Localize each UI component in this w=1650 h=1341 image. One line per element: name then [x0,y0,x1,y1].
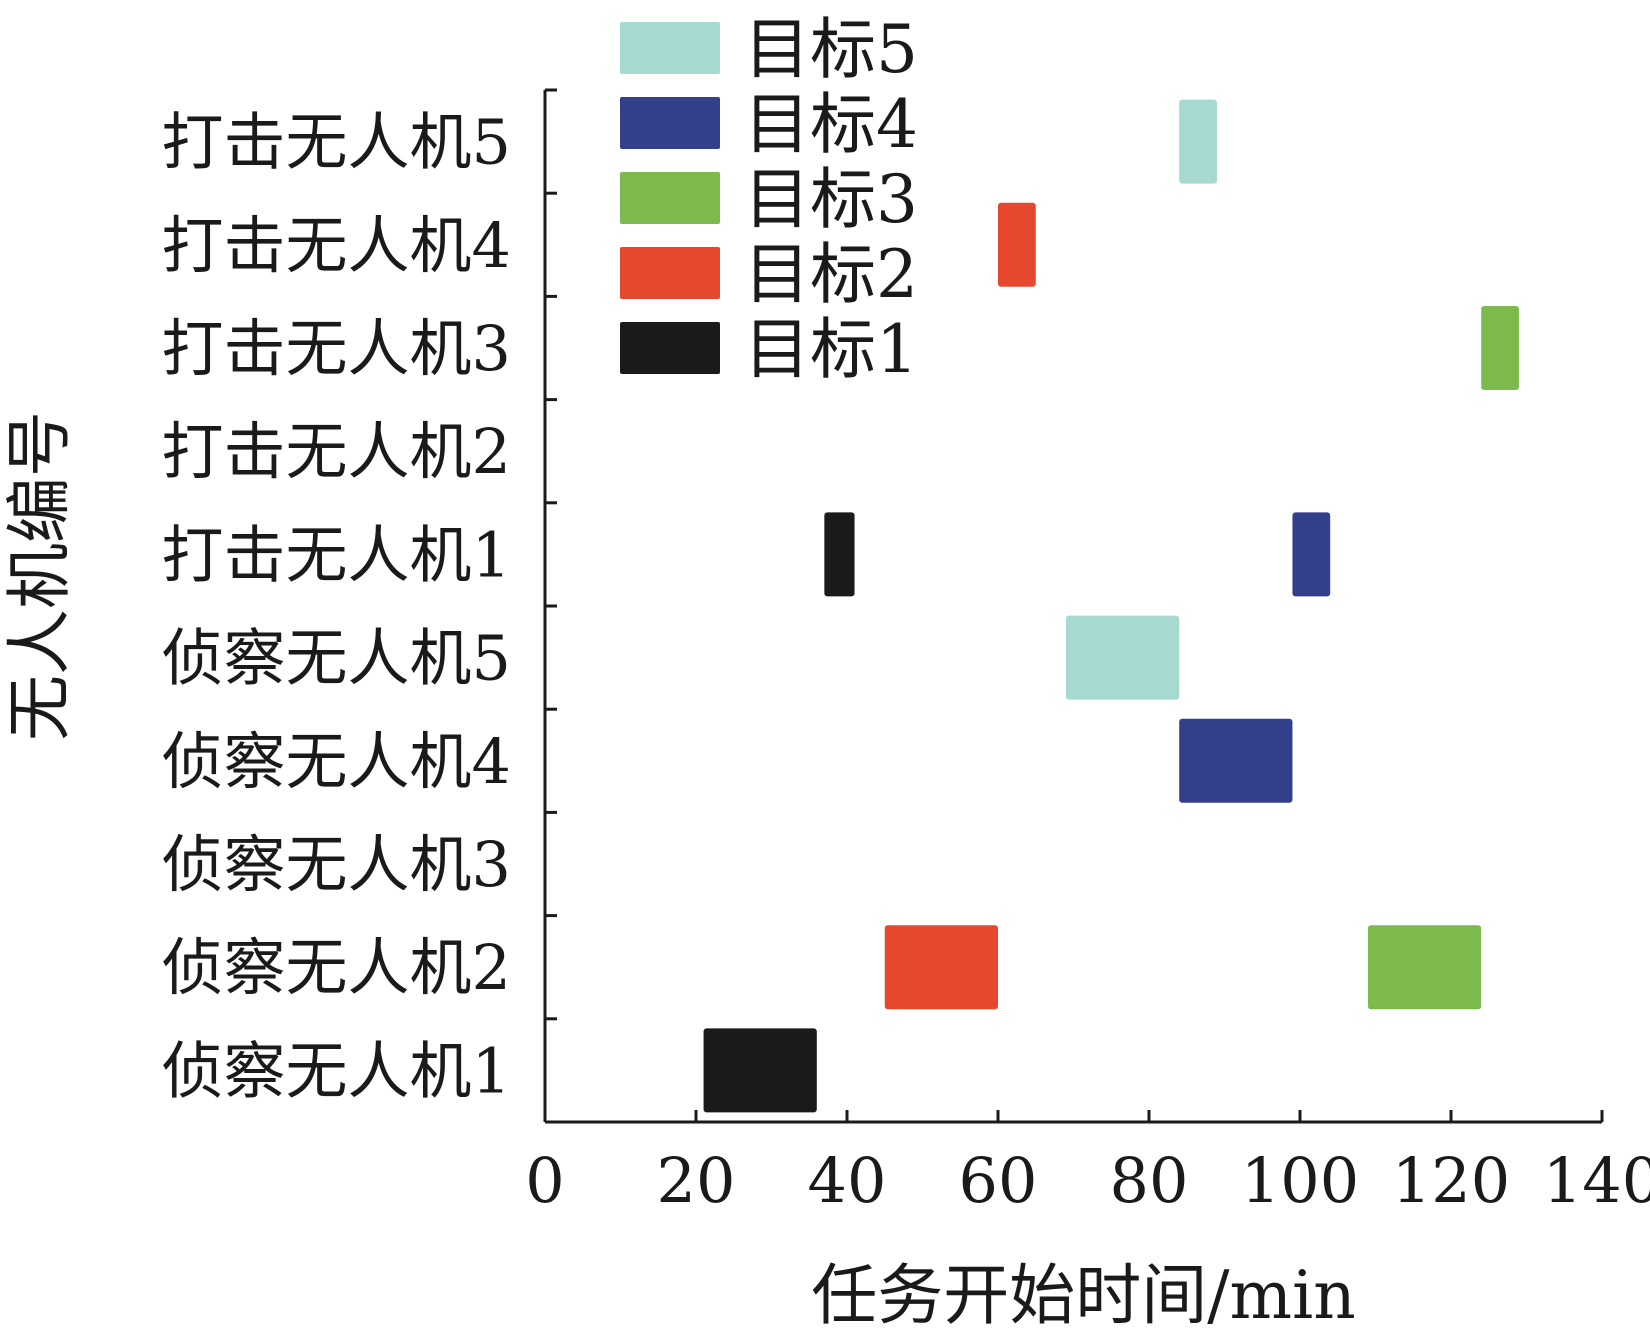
x-tick-label: 140 [1543,1144,1650,1217]
task-bar [1481,306,1519,390]
legend-label: 目标4 [744,86,918,163]
y-category-label: 侦察无人机2 [162,931,511,1004]
x-tick-label: 100 [1241,1144,1359,1217]
task-bar [1179,718,1293,803]
task-bar [998,202,1036,287]
y-category-label: 打击无人机3 [162,312,511,385]
legend-swatch [620,97,720,149]
y-axis-ticks [545,88,557,1124]
x-tick-label: 60 [959,1144,1038,1217]
legend-swatch [620,322,720,374]
y-axis-category-labels: 侦察无人机1 侦察无人机2 侦察无人机3 侦察无人机4 侦察无人机5 打击无人机1 打击无人… [162,106,511,1108]
plot-area [703,99,1519,1113]
y-category-label: 侦察无人机4 [162,725,511,798]
x-axis-title: 任务开始时间/min [811,1257,1355,1334]
task-bar [1179,99,1217,184]
x-tick-label: 0 [525,1144,564,1217]
task-bar [884,925,998,1010]
y-category-label: 打击无人机5 [162,106,511,179]
legend-label: 目标5 [744,11,918,88]
x-axis-tick-labels: 0 20 40 60 80 100 120 140 [525,1144,1650,1217]
task-bar [1292,512,1331,597]
legend-swatch [620,22,720,74]
task-bar [703,1028,817,1113]
legend-label: 目标1 [744,311,918,388]
y-category-label: 侦察无人机3 [162,828,511,901]
y-category-label: 侦察无人机5 [162,622,511,695]
y-category-label: 打击无人机2 [162,415,511,488]
x-axis-ticks [543,1110,1604,1122]
y-axis-title: 无人机编号 [1,411,78,741]
task-bar [1367,925,1482,1010]
legend-label: 目标2 [744,236,918,313]
y-category-label: 打击无人机4 [162,209,511,282]
y-category-label: 打击无人机1 [162,518,511,591]
x-tick-label: 40 [808,1144,887,1217]
x-tick-label: 80 [1110,1144,1189,1217]
legend-swatch [620,247,720,299]
legend-swatch [620,172,720,224]
x-tick-label: 20 [657,1144,736,1217]
x-tick-label: 120 [1392,1144,1510,1217]
legend-label: 目标3 [744,161,918,238]
task-bar [824,512,855,597]
task-bar [1065,615,1180,700]
y-category-label: 侦察无人机1 [162,1034,511,1107]
